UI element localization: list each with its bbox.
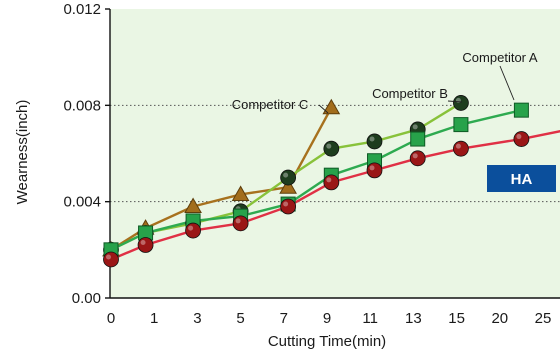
data-point-highlight	[326, 177, 332, 183]
data-point	[409, 150, 426, 167]
label-leader	[447, 100, 463, 103]
data-point	[137, 237, 154, 253]
data-point	[410, 131, 426, 147]
data-point-highlight	[412, 124, 418, 130]
x-tick-label: 0	[107, 310, 115, 327]
data-point-highlight	[326, 143, 332, 149]
y-tick-label: 0.004	[63, 194, 101, 211]
data-point	[453, 95, 469, 111]
y-tick-label: 0.00	[72, 290, 101, 307]
series-label: Competitor B	[372, 86, 448, 101]
series-line	[110, 108, 522, 251]
data-point-highlight	[369, 165, 375, 171]
ha-label-box	[487, 165, 556, 192]
data-point-highlight	[235, 218, 241, 224]
data-point	[323, 140, 340, 157]
data-point	[366, 133, 383, 150]
ha-series-label: HA	[511, 171, 533, 188]
data-point-highlight	[140, 240, 146, 246]
data-point-highlight	[369, 136, 375, 142]
data-point-highlight	[106, 254, 111, 260]
x-tick-label: 1	[150, 310, 158, 327]
data-point	[232, 215, 249, 232]
data-point	[280, 198, 297, 215]
y-tick-label: 0.012	[63, 1, 101, 18]
data-point-highlight	[412, 153, 418, 159]
data-point	[322, 98, 341, 115]
x-tick-label: 9	[323, 310, 331, 327]
data-point	[366, 162, 383, 179]
x-axis-title: Cutting Time(min)	[268, 333, 386, 350]
x-tick-label: 3	[193, 310, 201, 327]
x-tick-label: 20	[491, 310, 508, 327]
data-point	[279, 178, 297, 194]
data-point	[453, 117, 469, 133]
data-point	[103, 251, 119, 268]
x-tick-label: 11	[362, 310, 378, 327]
label-leader	[499, 65, 515, 101]
data-point	[280, 169, 297, 186]
label-leader	[318, 104, 329, 114]
series-label: Competitor C	[232, 97, 309, 112]
data-point	[513, 131, 530, 147]
x-tick-label: 13	[405, 310, 422, 327]
data-point	[231, 185, 250, 201]
series-label: Competitor A	[462, 50, 537, 65]
data-point	[323, 174, 340, 191]
data-point-highlight	[516, 134, 522, 140]
y-axis-title: Wearness(inch)	[14, 100, 31, 205]
x-tick-label: 25	[535, 310, 552, 327]
data-point	[513, 102, 529, 118]
x-tick-label: 15	[448, 310, 465, 327]
x-tick-label: 7	[280, 310, 288, 327]
y-tick-label: 0.008	[63, 97, 101, 114]
data-point-highlight	[283, 201, 289, 207]
x-tick-label: 5	[236, 310, 244, 327]
data-point	[184, 197, 202, 213]
data-point-highlight	[188, 225, 194, 231]
data-point	[453, 140, 469, 157]
data-point-highlight	[283, 172, 289, 178]
data-point-highlight	[455, 143, 461, 149]
data-point	[185, 222, 201, 239]
